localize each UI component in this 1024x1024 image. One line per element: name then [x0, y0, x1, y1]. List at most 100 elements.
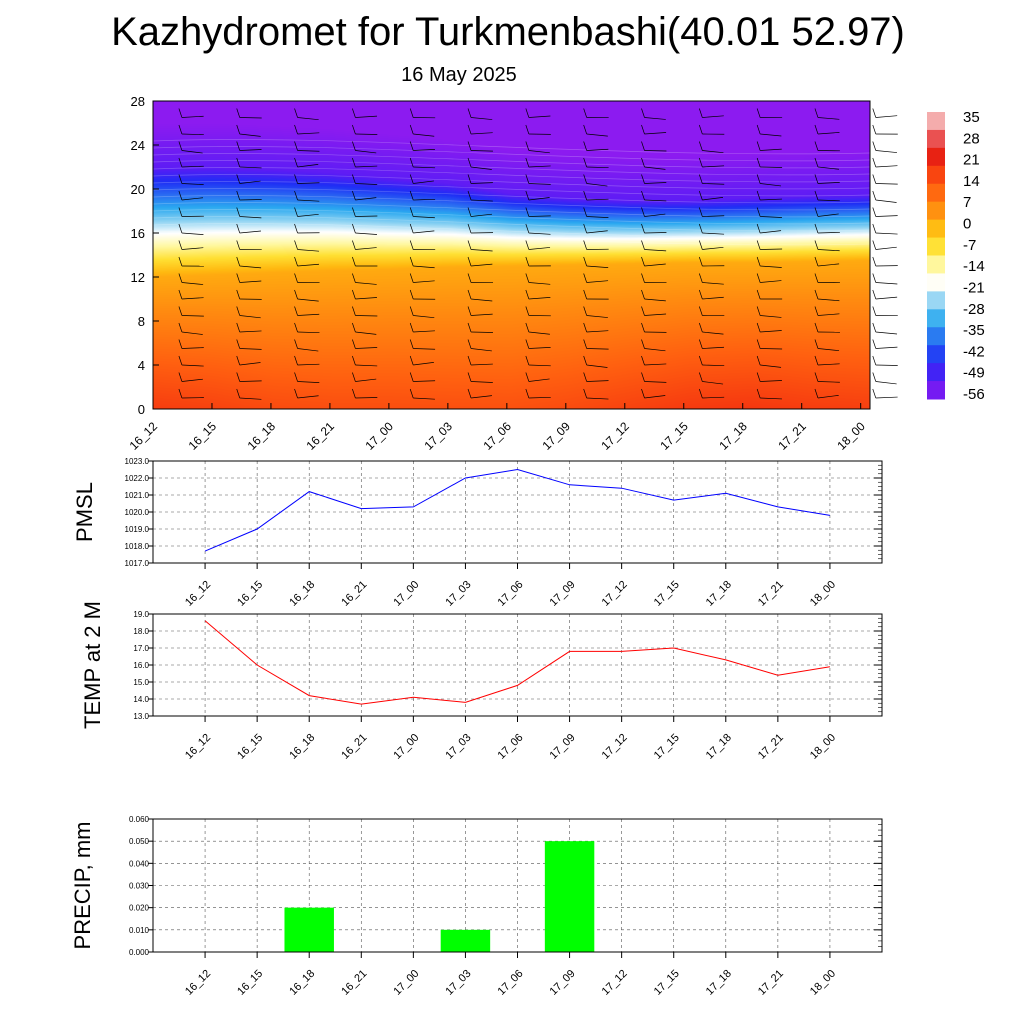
wind-barb-flag [641, 289, 645, 300]
y-tick-label: 0.010 [129, 926, 150, 935]
wind-barb [528, 364, 551, 367]
x-tick-label: 16_12 [127, 419, 161, 453]
wind-barb [586, 216, 609, 218]
x-tick-label: 16_21 [339, 732, 369, 762]
wind-barb-flag [872, 174, 877, 184]
wind-barb-flag [467, 372, 472, 382]
wind-barb [355, 197, 377, 201]
wind-barb-flag [467, 339, 472, 349]
wind-barb-flag [872, 207, 877, 217]
wind-barb-flag [525, 207, 530, 217]
x-tick-label: 17_18 [704, 732, 734, 762]
wind-barb [297, 132, 320, 135]
wind-barb [817, 166, 840, 170]
x-tick-label: 17_00 [363, 419, 397, 453]
wind-barb [817, 132, 840, 135]
wind-barb [760, 230, 782, 234]
wind-barb [471, 199, 493, 202]
colorbar-label: 21 [963, 152, 980, 169]
wind-barb-flag [178, 240, 183, 250]
wind-barb-flag [698, 240, 703, 250]
wind-barb [181, 165, 204, 168]
y-axis-title: PRECIP, mm [70, 822, 95, 950]
precip-bar [284, 907, 334, 952]
precip-bar [440, 929, 491, 952]
wind-barb [355, 247, 377, 250]
wind-barb [586, 166, 609, 169]
wind-barb [470, 117, 493, 120]
wind-barb-flag [236, 108, 241, 118]
x-tick-label: 17_15 [652, 732, 682, 762]
wind-barb-flag [467, 157, 472, 168]
wind-barb-flag [236, 339, 241, 349]
wind-barb-flag [756, 174, 761, 184]
wind-barb [471, 313, 493, 316]
wind-barb [644, 182, 667, 184]
wind-barb [875, 183, 898, 185]
colorbar-segment [927, 363, 945, 382]
wind-barb-flag [525, 355, 530, 366]
x-tick-label: 17_06 [496, 968, 526, 998]
wind-barb [297, 331, 320, 334]
wind-barb [297, 348, 319, 352]
y-tick-label: 24 [131, 138, 145, 153]
wind-barb-flag [641, 108, 645, 118]
wind-barb [528, 297, 551, 300]
wind-barb-flag [236, 157, 241, 168]
wind-barb-flag [698, 273, 703, 283]
wind-barb [181, 315, 204, 317]
wind-barb [355, 150, 377, 154]
wind-barb-flag [409, 223, 414, 234]
wind-barb-flag [467, 124, 472, 135]
wind-barb-flag [583, 207, 588, 217]
wind-barb-flag [698, 141, 703, 151]
wind-barb-flag [294, 141, 298, 151]
wind-barb [586, 265, 609, 268]
wind-barb-flag [294, 223, 298, 234]
wind-barb [702, 197, 724, 201]
x-tick-label: 17_21 [756, 732, 786, 762]
y-tick-label: 16.0 [133, 661, 149, 670]
wind-barb [181, 115, 204, 118]
wind-barb [644, 348, 666, 352]
wind-barb-flag [294, 306, 298, 316]
wind-barb-flag [352, 273, 356, 283]
wind-barb [181, 282, 204, 285]
wind-barb-flag [525, 223, 530, 234]
wind-barb-flag [352, 108, 356, 118]
wind-barb [702, 364, 725, 367]
wind-barb-flag [294, 240, 298, 250]
wind-barb-flag [872, 240, 877, 250]
panel-frame [152, 613, 883, 717]
wind-barb-flag [409, 141, 414, 151]
precip-bar [544, 841, 595, 952]
colorbar-label: 7 [963, 194, 971, 211]
wind-barb-flag [583, 372, 588, 382]
wind-barb [586, 380, 609, 382]
wind-barb-flag [756, 141, 761, 151]
wind-barb-flag [756, 108, 761, 118]
wind-barb [413, 198, 436, 201]
wind-barb [413, 315, 435, 319]
wind-barb-flag [756, 306, 761, 316]
wind-barb [355, 364, 378, 367]
wind-barb-flag [814, 108, 819, 118]
panel-frame [152, 460, 883, 564]
y-tick-label: 1017.0 [125, 559, 150, 568]
wind-barb [644, 381, 667, 383]
wind-barb [586, 230, 608, 234]
wind-barb-flag [467, 223, 472, 234]
wind-barb-flag [409, 355, 414, 366]
wind-barb-flag [814, 306, 819, 316]
wind-barb [239, 362, 261, 366]
wind-barb [528, 215, 551, 217]
y-tick-label: 4 [138, 358, 145, 373]
wind-barb-flag [178, 355, 183, 366]
wind-barb [817, 249, 840, 252]
wind-barb-flag [698, 174, 703, 184]
wind-barb [297, 313, 320, 316]
y-axis-title: TEMP at 2 M [80, 601, 105, 729]
wind-barb-flag [236, 256, 241, 267]
wind-barb-flag [583, 339, 588, 349]
chart-date: 16 May 2025 [401, 64, 517, 86]
